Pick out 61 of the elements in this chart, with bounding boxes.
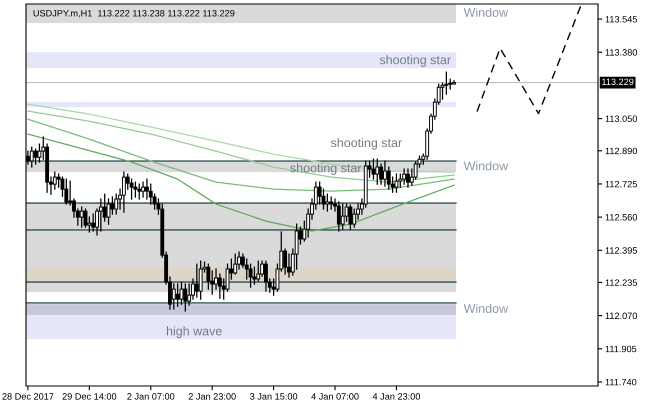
x-tick-label: 2 Jan 07:00 bbox=[127, 393, 174, 400]
x-tick-label: 4 Jan 07:00 bbox=[311, 393, 359, 400]
line-series bbox=[27, 118, 455, 192]
candlestick bbox=[329, 196, 334, 210]
y-tick-label: 113.545 bbox=[606, 16, 638, 22]
candlestick bbox=[336, 201, 341, 232]
candlestick bbox=[325, 194, 330, 212]
annotation: high wave bbox=[166, 326, 222, 338]
candlestick bbox=[372, 158, 376, 180]
candlestick bbox=[340, 203, 345, 230]
y-tick-label: 112.725 bbox=[606, 180, 638, 188]
y-tick-label: 113.050 bbox=[606, 116, 638, 122]
ref-line-label: 113.229 bbox=[602, 78, 634, 86]
x-tick-label: 29 Dec 14:00 bbox=[62, 393, 116, 400]
candlestick bbox=[348, 204, 352, 230]
candlestick bbox=[137, 184, 142, 200]
y-tick-label: 111.905 bbox=[606, 346, 636, 352]
band-label: Window bbox=[464, 304, 508, 313]
candlestick bbox=[80, 206, 84, 228]
candlestick bbox=[172, 283, 176, 310]
candlestick bbox=[264, 260, 268, 292]
candlestick bbox=[402, 168, 406, 185]
candlestick bbox=[30, 146, 34, 168]
x-tick-label: 2 Jan 23:00 bbox=[188, 393, 236, 400]
candlestick bbox=[283, 248, 288, 275]
y-tick-label: 111.740 bbox=[606, 378, 636, 386]
candlestick bbox=[34, 148, 38, 165]
candlestick bbox=[252, 266, 256, 285]
candlestick bbox=[141, 182, 146, 198]
x-tick-label: 28 Dec 2017 bbox=[2, 393, 54, 400]
band-label: Window bbox=[464, 161, 508, 170]
candlestick bbox=[383, 160, 387, 187]
y-tick-label: 112.395 bbox=[606, 247, 638, 254]
candlestick bbox=[176, 283, 180, 307]
candlestick bbox=[394, 173, 398, 193]
candlestick bbox=[64, 178, 68, 205]
candlestick bbox=[375, 158, 380, 185]
candlestick bbox=[98, 198, 103, 232]
annotation: shooting star bbox=[290, 163, 362, 175]
candlestick bbox=[406, 168, 410, 188]
candlestick bbox=[91, 213, 96, 232]
band-label: Window bbox=[464, 8, 508, 17]
candlestick bbox=[183, 283, 188, 312]
y-tick-label: 112.890 bbox=[606, 148, 638, 154]
line-series bbox=[27, 133, 455, 232]
x-tick-label: 3 Jan 15:00 bbox=[250, 393, 298, 400]
candlestick bbox=[256, 260, 260, 282]
y-tick-label: 112.070 bbox=[606, 312, 638, 320]
y-tick-label: 112.235 bbox=[606, 279, 638, 286]
annotation: shooting star bbox=[380, 55, 451, 67]
candlestick bbox=[122, 171, 126, 213]
candlestick bbox=[110, 196, 114, 215]
candlestick bbox=[198, 260, 203, 300]
annotation: shooting star bbox=[330, 138, 402, 150]
x-tick-label: 4 Jan 23:00 bbox=[372, 393, 420, 400]
candlestick bbox=[180, 281, 184, 305]
candlestick bbox=[133, 182, 138, 198]
y-tick-label: 113.380 bbox=[606, 49, 638, 56]
candlestick bbox=[194, 264, 199, 298]
text: USDJPY.m,H1 113.222 113.238 113.222 113.229 bbox=[34, 10, 234, 18]
y-tick-label: 112.560 bbox=[606, 214, 638, 221]
